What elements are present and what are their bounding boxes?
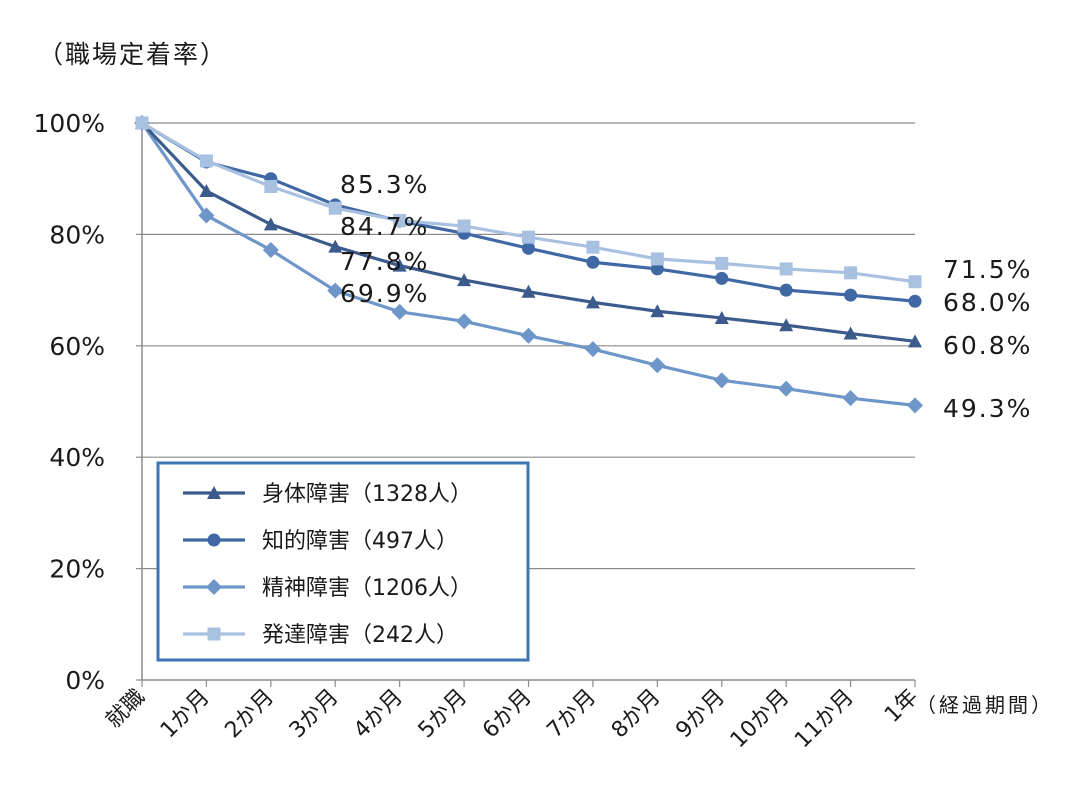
x-tick-label: 3か月 <box>285 685 344 744</box>
legend-label: 身体障害（1328人） <box>262 482 472 507</box>
data-point-triangle <box>263 217 278 231</box>
x-tick-label: 7か月 <box>542 685 601 744</box>
data-point-square <box>457 219 471 233</box>
x-tick-label: 2か月 <box>220 685 279 744</box>
data-point-triangle <box>714 310 729 324</box>
data-point-triangle <box>392 258 407 272</box>
data-point-triangle <box>457 273 472 287</box>
series-line <box>141 121 916 284</box>
data-label: 60.8% <box>943 331 1032 360</box>
legend: 身体障害（1328人） 知的障害（497人） 精神障害（1206人） 発達障害（242… <box>156 461 530 662</box>
data-point-diamond <box>456 313 473 330</box>
y-tick-label: 60% <box>49 332 105 361</box>
data-point-square <box>586 240 600 254</box>
legend-box <box>156 461 530 662</box>
legend-label: 精神障害（1206人） <box>262 576 472 601</box>
data-point-diamond <box>842 390 859 407</box>
data-point-square <box>199 154 213 168</box>
data-labels: 77.8% 60.8% 85.3% 68.0% 69.9% 49.3% 84.7% 71.5% <box>340 170 1032 423</box>
data-point-square <box>135 116 149 130</box>
data-point-square <box>715 256 729 270</box>
series-line <box>140 122 916 407</box>
data-point-triangle <box>650 304 665 318</box>
data-point-diamond <box>391 303 408 320</box>
legend-label: 発達障害（242人） <box>262 623 458 648</box>
legend-label: 知的障害（497人） <box>262 529 458 554</box>
data-point-diamond <box>327 282 344 299</box>
data-point-triangle <box>207 486 221 499</box>
data-label: 85.3% <box>340 170 429 199</box>
x-tick-label: 10か月 <box>726 685 795 754</box>
data-point-triangle <box>908 334 922 348</box>
x-axis-title: （経過期間） <box>916 693 1054 717</box>
data-point-circle <box>650 262 664 276</box>
legend-item: 知的障害（497人） <box>183 529 458 554</box>
data-point-diamond <box>206 579 222 595</box>
data-label: 49.3% <box>943 394 1032 423</box>
y-tick-label: 0% <box>65 666 105 695</box>
legend-item: 精神障害（1206人） <box>183 576 472 601</box>
gridlines <box>142 122 915 570</box>
data-label: 69.9% <box>340 279 429 308</box>
y-tick-label: 40% <box>49 443 105 472</box>
series-circle <box>135 116 922 308</box>
x-tick-label: 6か月 <box>478 685 537 744</box>
data-point-diamond <box>713 372 730 389</box>
data-point-square <box>650 252 664 266</box>
data-label: 77.8% <box>340 247 429 276</box>
data-point-circle <box>908 294 922 308</box>
legend-item: 身体障害（1328人） <box>183 482 472 507</box>
data-label: 84.7% <box>340 212 429 241</box>
data-point-square <box>522 230 535 244</box>
data-point-square <box>264 179 278 193</box>
x-tick-label: 8か月 <box>607 685 666 744</box>
data-point-triangle <box>843 326 858 340</box>
data-point-diamond <box>778 380 795 397</box>
data-point-square <box>779 262 793 276</box>
data-point-diamond <box>649 357 666 374</box>
y-axis-title: （職場定着率） <box>38 40 227 69</box>
y-tick-label: 80% <box>49 220 105 249</box>
data-point-diamond <box>584 341 601 358</box>
series-layer <box>134 115 923 414</box>
series-diamond <box>134 115 923 414</box>
data-point-triangle <box>521 284 536 298</box>
data-point-triangle <box>199 183 214 197</box>
data-point-circle <box>779 283 793 297</box>
data-point-circle <box>586 255 600 269</box>
data-point-diamond <box>520 327 537 344</box>
data-point-triangle <box>328 239 343 253</box>
x-tick-label: 9か月 <box>671 685 730 744</box>
data-point-diamond <box>907 397 923 414</box>
data-point-square <box>328 201 342 215</box>
data-point-circle <box>844 288 858 302</box>
data-point-circle <box>715 271 729 285</box>
data-point-circle <box>207 533 221 547</box>
y-tick-label: 100% <box>34 109 105 138</box>
data-point-square <box>908 275 922 289</box>
data-label: 68.0% <box>943 288 1032 317</box>
x-tick-label: 11か月 <box>790 685 859 754</box>
data-point-square <box>207 627 221 641</box>
x-tick-label: 5か月 <box>414 685 473 744</box>
data-point-triangle <box>779 318 794 332</box>
legend-item: 発達障害（242人） <box>183 623 458 648</box>
series-square <box>135 116 922 289</box>
data-point-diamond <box>198 207 215 224</box>
data-point-circle <box>522 241 535 255</box>
y-tick-label: 20% <box>49 555 105 584</box>
x-tick-label: 就職 <box>101 685 150 734</box>
data-point-diamond <box>262 241 279 258</box>
data-label: 71.5% <box>943 255 1032 284</box>
x-tick-label: 4か月 <box>349 685 408 744</box>
data-point-triangle <box>585 295 600 309</box>
series-line <box>141 121 916 303</box>
data-point-square <box>393 213 407 227</box>
data-point-square <box>844 266 858 280</box>
x-tick-label: 1か月 <box>156 685 215 744</box>
series-triangle <box>135 116 922 348</box>
